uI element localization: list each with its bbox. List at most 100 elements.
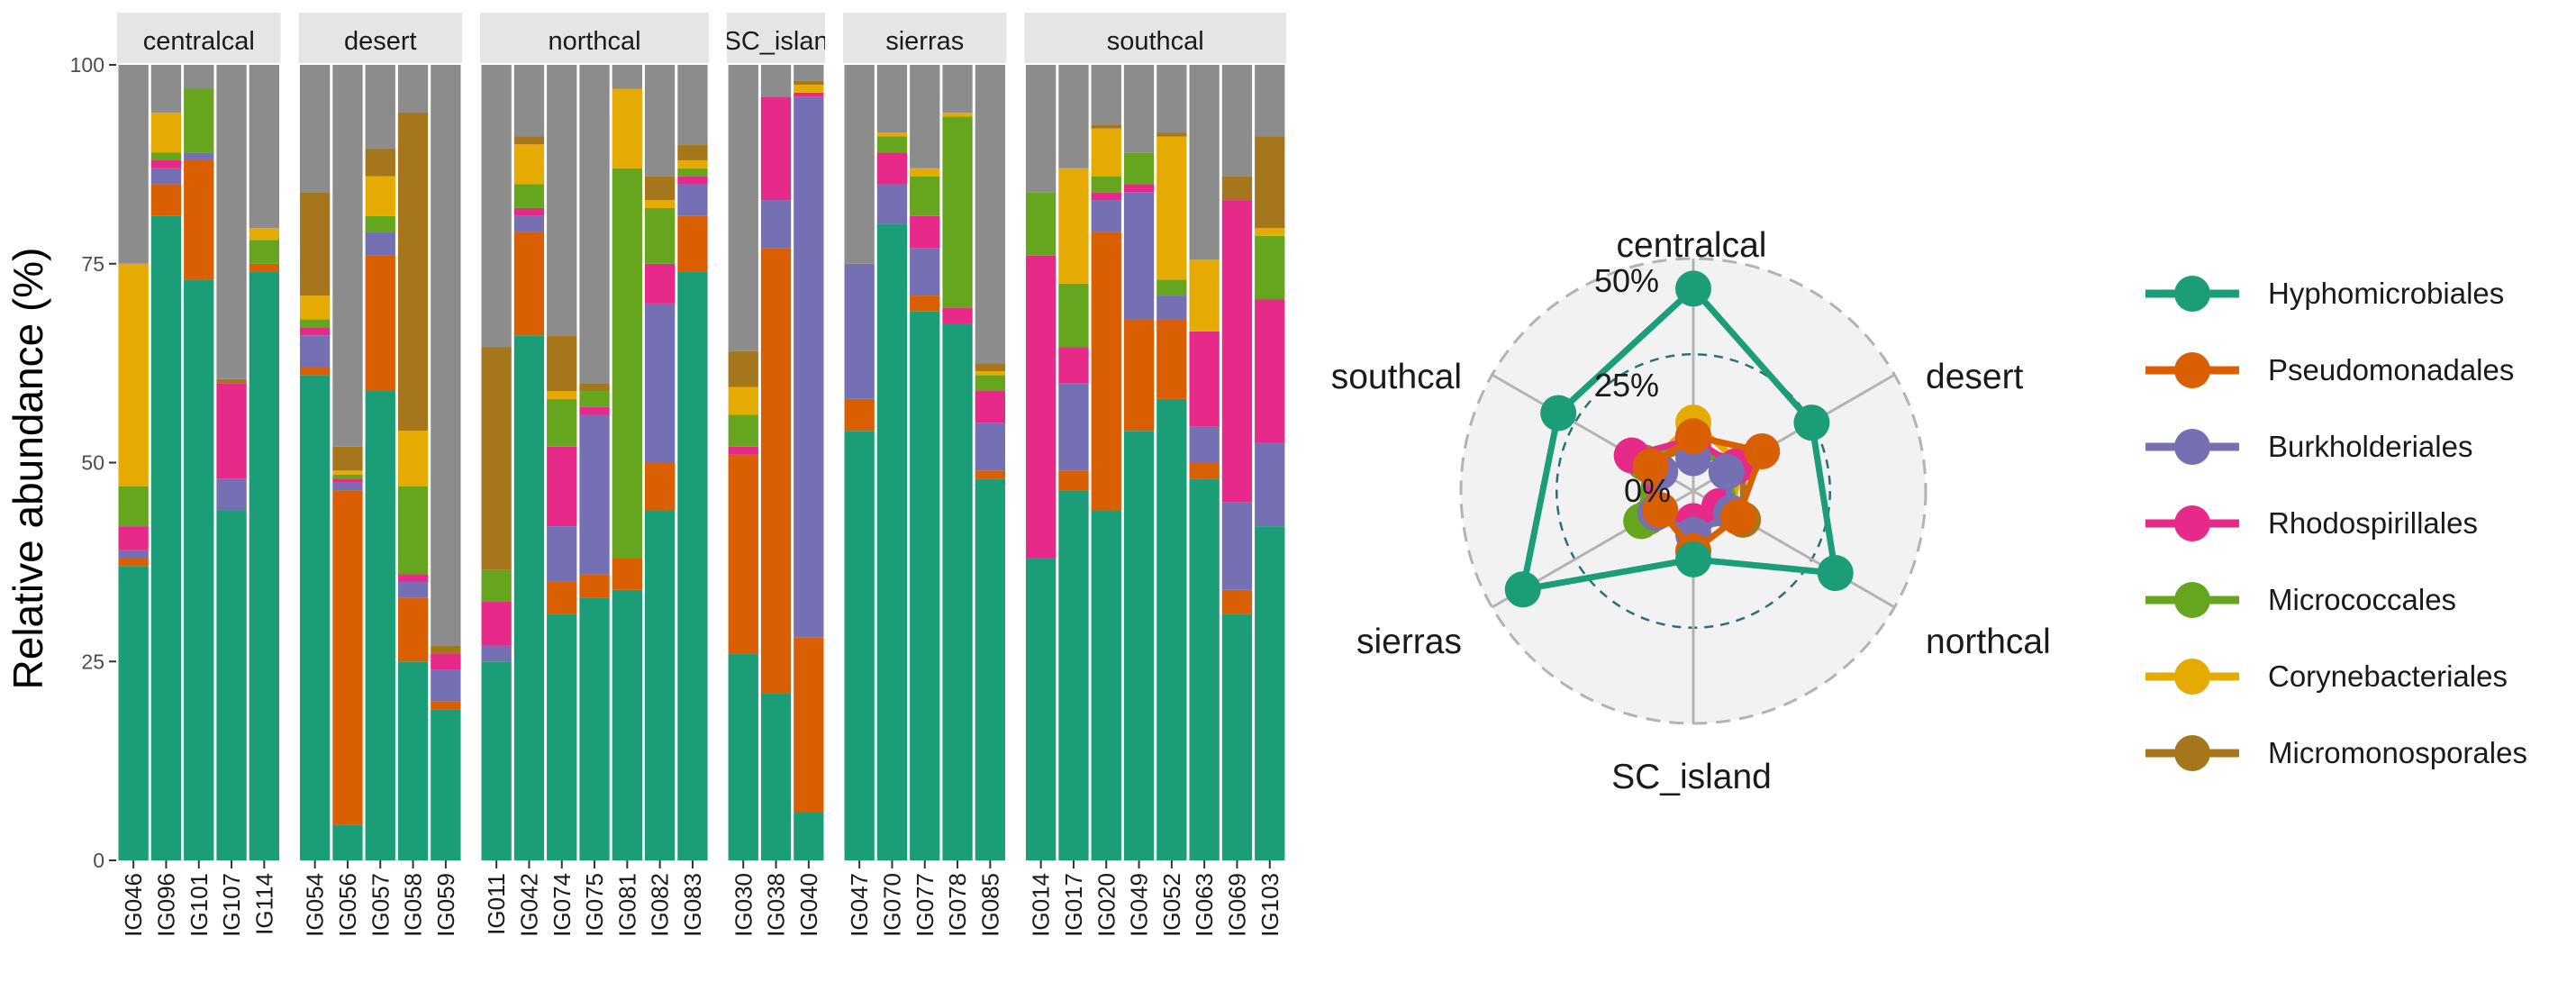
bar-IG020 bbox=[1091, 65, 1121, 860]
bar-segment-hyphomicrobiales bbox=[1058, 490, 1089, 860]
y-tick-label: 0 bbox=[93, 849, 104, 872]
bar-segment-micrococcales bbox=[1026, 192, 1057, 256]
bar-segment-pseudomonadales bbox=[1091, 232, 1121, 511]
bar-segment-pseudomonadales bbox=[184, 159, 214, 280]
bar-segment-rhodospirillales bbox=[1221, 200, 1253, 503]
bar-segment-micromonosporales bbox=[513, 136, 545, 145]
bar-IG074 bbox=[547, 65, 577, 860]
bar-segment-burkholderiales bbox=[876, 184, 908, 224]
radar-chart: 50% 25% 0% centralcal desert northcal SC_islan… bbox=[1331, 226, 2051, 796]
y-tick-label: 25 bbox=[81, 650, 104, 673]
legend-item-micrococcales: Micrococcales bbox=[2145, 582, 2456, 618]
bar-segment-micrococcales bbox=[910, 176, 940, 216]
bar-segment-hyphomicrobiales bbox=[1189, 478, 1220, 860]
bar-segment-rhodospirillales bbox=[876, 152, 908, 185]
bar-segment-rhodospirillales bbox=[760, 96, 792, 201]
facet-strip bbox=[480, 13, 710, 63]
bar-segment-burkholderiales bbox=[547, 526, 577, 582]
bar-segment-micromonosporales bbox=[794, 80, 824, 86]
x-tick-label: IG020 bbox=[1093, 873, 1120, 937]
bar-segment-hyphomicrobiales bbox=[645, 510, 676, 860]
legend-marker bbox=[2174, 429, 2210, 465]
bar-segment-micrococcales bbox=[365, 215, 395, 232]
legend-item-burkholderiales: Burkholderiales bbox=[2145, 429, 2472, 465]
legend-item-corynebacteriales: Corynebacteriales bbox=[2145, 659, 2508, 695]
bar-segment-hyphomicrobiales bbox=[910, 311, 940, 861]
bar-IG049 bbox=[1123, 65, 1155, 860]
facet-strip bbox=[727, 13, 825, 63]
bar-IG047 bbox=[844, 65, 875, 860]
bar-segment-hyphomicrobiales bbox=[365, 391, 395, 860]
bar-segment-hyphomicrobiales bbox=[844, 431, 875, 860]
bar-segment-corynebacteriales bbox=[1189, 259, 1220, 332]
bar-segment-other bbox=[513, 65, 545, 137]
bar-IG069 bbox=[1221, 65, 1253, 860]
bar-IG030 bbox=[728, 65, 758, 860]
radar-axis-label: southcal bbox=[1331, 358, 1462, 396]
bar-segment-micromonosporales bbox=[1156, 132, 1187, 137]
bar-segment-corynebacteriales bbox=[300, 295, 331, 320]
facet-strip-label: northcal bbox=[548, 27, 640, 56]
bar-segment-hyphomicrobiales bbox=[975, 478, 1005, 860]
x-tick-label: IG017 bbox=[1060, 873, 1087, 937]
bar-segment-pseudomonadales bbox=[975, 470, 1005, 479]
bar-segment-burkholderiales bbox=[1058, 383, 1089, 471]
bar-segment-micrococcales bbox=[612, 168, 642, 559]
bar-segment-micromonosporales bbox=[579, 383, 610, 392]
x-tick-label: IG057 bbox=[367, 873, 394, 937]
bar-segment-pseudomonadales bbox=[513, 232, 545, 336]
bar-IG056 bbox=[332, 65, 363, 860]
x-tick-label: IG069 bbox=[1223, 873, 1250, 937]
bar-IG057 bbox=[365, 65, 395, 860]
bar-segment-micrococcales bbox=[579, 391, 610, 407]
radar-point bbox=[1744, 432, 1781, 469]
bar-segment-micrococcales bbox=[1123, 152, 1155, 185]
bar-segment-hyphomicrobiales bbox=[1221, 614, 1253, 860]
bar-segment-other bbox=[547, 65, 577, 336]
facet-strip-label: sierras bbox=[885, 27, 964, 56]
bar-segment-other bbox=[876, 65, 908, 133]
legend-label: Hyphomicrobiales bbox=[2268, 277, 2504, 310]
bar-segment-rhodospirillales bbox=[1123, 184, 1155, 193]
legend-marker bbox=[2174, 659, 2210, 695]
bar-segment-burkholderiales bbox=[513, 215, 545, 232]
x-tick-label: IG059 bbox=[432, 873, 459, 937]
x-tick-label: IG081 bbox=[613, 873, 640, 937]
bar-segment-corynebacteriales bbox=[1091, 128, 1121, 177]
bar-segment-pseudomonadales bbox=[150, 184, 182, 216]
bar-segment-corynebacteriales bbox=[677, 159, 708, 168]
bar-segment-micrococcales bbox=[513, 184, 545, 208]
bar-segment-hyphomicrobiales bbox=[677, 271, 708, 861]
bar-segment-other bbox=[300, 65, 331, 193]
bar-IG052 bbox=[1156, 65, 1187, 860]
bar-segment-burkholderiales bbox=[1189, 426, 1220, 463]
bar-segment-other bbox=[844, 65, 875, 264]
bar-segment-micromonosporales bbox=[1091, 124, 1121, 129]
bar-segment-other bbox=[150, 65, 182, 113]
bar-segment-pseudomonadales bbox=[118, 558, 149, 567]
bar-segment-hyphomicrobiales bbox=[513, 335, 545, 861]
bar-IG081 bbox=[612, 65, 642, 860]
legend-marker bbox=[2174, 276, 2210, 312]
bar-IG054 bbox=[300, 65, 331, 860]
bar-segment-micromonosporales bbox=[300, 192, 331, 296]
bar-segment-micrococcales bbox=[118, 486, 149, 527]
x-tick-label: IG103 bbox=[1256, 873, 1283, 937]
bar-segment-burkholderiales bbox=[1091, 200, 1121, 232]
bar-segment-other bbox=[397, 65, 429, 113]
bar-segment-micrococcales bbox=[728, 414, 758, 447]
bar-segment-other bbox=[677, 65, 708, 145]
facet-strip bbox=[843, 13, 1007, 63]
x-tick-label: IG070 bbox=[878, 873, 905, 937]
x-tick-label: IG074 bbox=[549, 873, 576, 937]
bar-segment-corynebacteriales bbox=[397, 431, 429, 486]
bar-segment-other bbox=[332, 65, 363, 447]
bar-segment-pseudomonadales bbox=[249, 263, 279, 272]
bar-segment-corynebacteriales bbox=[118, 263, 149, 486]
bar-segment-other bbox=[942, 65, 973, 113]
bar-segment-other bbox=[1189, 65, 1220, 260]
bar-IG078 bbox=[942, 65, 973, 861]
bar-segment-pseudomonadales bbox=[910, 295, 940, 312]
legend-marker bbox=[2174, 582, 2210, 618]
bar-segment-burkholderiales bbox=[1123, 192, 1155, 320]
